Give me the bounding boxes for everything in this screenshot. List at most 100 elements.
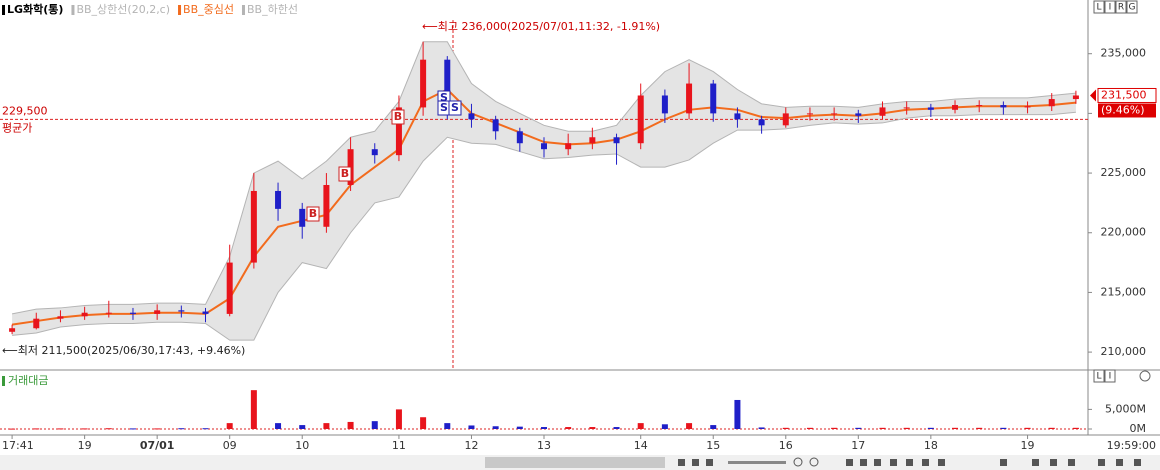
x-tick-label: 18: [924, 439, 938, 452]
y-tick-label: 210,000: [1101, 345, 1147, 358]
y-tick-label: 225,000: [1101, 166, 1147, 179]
tool-icon[interactable]: [678, 459, 685, 466]
candle-body: [154, 310, 161, 314]
signal-box: [391, 109, 405, 125]
candle-body: [806, 113, 813, 115]
volume-bar: [516, 426, 523, 429]
volume-bar: [927, 427, 934, 429]
tool-icon[interactable]: [793, 457, 803, 467]
tool-icon[interactable]: [860, 459, 867, 466]
scrollbar[interactable]: [485, 457, 665, 468]
tool-icon[interactable]: [1116, 459, 1123, 466]
tool-icon[interactable]: [1068, 459, 1075, 466]
legend-label: BB_하한선: [247, 2, 298, 16]
volume-bar: [1072, 427, 1079, 429]
tool-icon[interactable]: [1032, 459, 1039, 466]
tool-icon[interactable]: [922, 459, 929, 466]
volume-bar: [154, 428, 161, 430]
tool-icon[interactable]: [938, 459, 945, 466]
last-change-box: [1098, 103, 1156, 118]
candle-body: [541, 143, 547, 150]
candle-body: [879, 107, 886, 116]
y-tick-label: 215,000: [1101, 285, 1147, 298]
volume-bar: [323, 423, 330, 429]
panel-button[interactable]: [1093, 369, 1105, 383]
candle-body: [589, 137, 596, 144]
last-price-box: [1097, 87, 1157, 103]
volume-bar: [1048, 427, 1055, 429]
tool-icon[interactable]: [1050, 459, 1057, 466]
panel-button-label: G: [1129, 3, 1136, 13]
volume-swatch: [2, 376, 5, 386]
volume-bar: [9, 428, 16, 430]
tool-icon[interactable]: [906, 459, 913, 466]
x-tick-label: 13: [537, 439, 551, 452]
candle-body: [686, 83, 693, 114]
panel-button[interactable]: [1104, 369, 1116, 383]
x-tick-label: 17:41: [2, 439, 34, 452]
zoom-slider[interactable]: [728, 461, 786, 464]
candle-body: [565, 143, 572, 150]
average-value: 229,500: [2, 104, 48, 117]
volume-bar: [202, 428, 209, 430]
volume-bar: [541, 427, 547, 429]
x-tick-label: 16: [779, 439, 793, 452]
bb-line: [11, 41, 1076, 315]
legend-swatch: [2, 5, 5, 15]
panel-button-label: L: [1096, 3, 1101, 13]
candle-body: [1000, 105, 1007, 108]
volume-bar: [565, 427, 572, 429]
x-tick-label: 07/01: [140, 439, 175, 452]
volume-bar: [444, 423, 451, 429]
candle-body: [952, 105, 959, 110]
candle-body: [178, 310, 185, 312]
panel-button[interactable]: [1126, 0, 1138, 14]
tool-icon[interactable]: [706, 459, 713, 466]
candle-body: [420, 59, 427, 108]
volume-title: 거래대금: [8, 374, 48, 387]
panel-button[interactable]: [1093, 0, 1105, 14]
tool-icon[interactable]: [846, 459, 853, 466]
y-tick-label: 0M: [1130, 422, 1147, 435]
signal-label: S: [440, 101, 448, 114]
x-tick-label: 19: [78, 439, 92, 452]
tool-icon[interactable]: [874, 459, 881, 466]
candle-body: [1048, 99, 1055, 107]
x-tick-label: 14: [634, 439, 648, 452]
bb-line: [12, 111, 1076, 341]
volume-bar: [57, 428, 64, 430]
panel-button-label: I: [1109, 3, 1112, 13]
panel-button[interactable]: [1104, 0, 1116, 14]
volume-bar: [782, 427, 789, 429]
panel-button-label: I: [1109, 372, 1112, 382]
high-annotation: ⟵최고 236,000(2025/07/01,11:32, -1.91%): [422, 20, 660, 33]
x-tick-label: 11: [392, 439, 406, 452]
legend-label: LG화학(통): [7, 2, 63, 16]
candle-body: [1024, 106, 1031, 108]
volume-bar: [299, 425, 306, 429]
volume-bar: [420, 417, 427, 429]
tool-icon[interactable]: [1098, 459, 1105, 466]
tool-icon[interactable]: [890, 459, 897, 466]
signal-label: S: [451, 101, 459, 114]
panel-button[interactable]: [1115, 0, 1127, 14]
average-label: 평균가: [2, 121, 32, 134]
panel-close[interactable]: [1139, 370, 1151, 382]
volume-bar: [903, 427, 910, 429]
signal-label: B: [309, 207, 317, 220]
tool-icon[interactable]: [1000, 459, 1007, 466]
tool-icon[interactable]: [809, 457, 819, 467]
signal-box: [448, 100, 462, 116]
volume-bar: [347, 421, 354, 429]
candle-body: [81, 312, 88, 317]
volume-bar: [613, 427, 620, 429]
volume-bar: [710, 425, 717, 429]
candle-body: [250, 190, 257, 263]
tool-icon[interactable]: [692, 459, 699, 466]
candle-body: [492, 119, 499, 132]
candle-body: [323, 185, 330, 227]
candle-body: [129, 312, 136, 314]
volume-bar: [976, 427, 983, 429]
y-tick-label: 235,000: [1101, 47, 1147, 60]
tool-icon[interactable]: [1134, 459, 1141, 466]
